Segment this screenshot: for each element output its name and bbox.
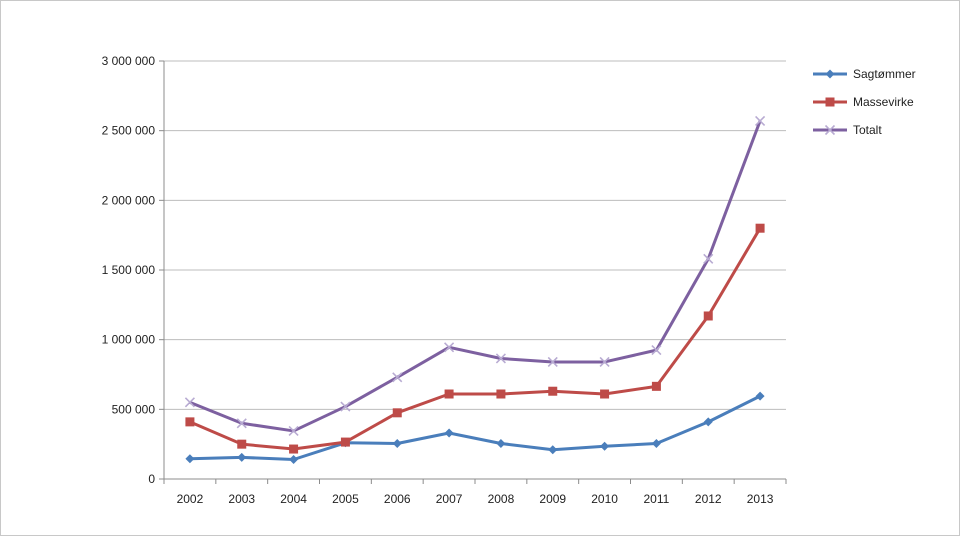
data-point (340, 401, 351, 412)
series-line (189, 120, 762, 433)
data-point (237, 452, 247, 462)
y-tick-label: 2 500 000 (102, 124, 156, 138)
series-lines (184, 115, 766, 464)
y-tick-label: 2 000 000 (102, 193, 156, 207)
data-point (547, 356, 558, 368)
data-point (600, 389, 610, 399)
y-tick-label: 500 000 (112, 402, 156, 416)
data-point (340, 437, 350, 447)
x-tick-label: 2007 (436, 492, 463, 506)
x-tick-label: 2006 (384, 492, 411, 506)
y-tick-label: 1 000 000 (102, 333, 156, 347)
data-point (185, 417, 195, 427)
series-sagtømmer (185, 391, 765, 464)
data-point (651, 345, 662, 356)
data-point (289, 454, 299, 464)
x-tick-label: 2005 (332, 492, 359, 506)
legend-label: Massevirke (853, 95, 914, 109)
legend-marker (825, 69, 835, 79)
data-point (289, 444, 299, 454)
legend-marker (824, 124, 836, 136)
data-point (392, 438, 402, 448)
data-point (444, 389, 454, 399)
legend-entry: Sagtømmer (813, 67, 916, 81)
legend: Sagtømmer Massevirke Totalt (813, 67, 916, 137)
series-line (189, 227, 762, 451)
data-point (548, 386, 558, 396)
x-tick-label: 2012 (695, 492, 722, 506)
legend-entry: Massevirke (813, 95, 914, 109)
y-tick-label: 0 (148, 472, 155, 486)
legend-entry: Totalt (813, 123, 882, 137)
x-tick-label: 2011 (644, 492, 670, 506)
y-tick-label: 3 000 000 (102, 54, 156, 68)
data-point (392, 408, 402, 418)
y-tick-label: 1 500 000 (102, 263, 156, 277)
data-point (236, 418, 247, 429)
data-point (444, 428, 454, 438)
x-tick-label: 2004 (280, 492, 307, 506)
data-point (651, 438, 661, 448)
series-line (189, 394, 761, 461)
x-tick-label: 2013 (747, 492, 774, 506)
data-point (703, 417, 713, 427)
axes: 0 500 000 1 000 000 1 500 000 2 000 000 2 500… (102, 54, 787, 506)
data-point (755, 115, 766, 126)
data-point (703, 311, 713, 321)
data-point (184, 397, 195, 408)
data-point (548, 445, 558, 455)
gridlines (164, 60, 786, 410)
legend-label: Sagtømmer (853, 67, 916, 81)
data-point (392, 372, 403, 383)
series-totalt (184, 115, 766, 436)
data-point (496, 389, 506, 399)
data-point (496, 438, 506, 448)
data-point (288, 425, 299, 436)
legend-marker (825, 97, 835, 107)
data-point (599, 356, 610, 368)
x-tick-label: 2009 (539, 492, 566, 506)
data-point (600, 441, 610, 451)
series-massevirke (185, 223, 765, 454)
legend-label: Totalt (853, 123, 882, 137)
data-point (444, 342, 455, 353)
x-tick-label: 2008 (488, 492, 515, 506)
data-point (495, 353, 506, 364)
data-point (237, 439, 247, 449)
data-point (185, 454, 195, 464)
data-point (651, 381, 661, 391)
x-tick-label: 2010 (591, 492, 618, 506)
x-tick-label: 2002 (177, 492, 204, 506)
data-point (755, 223, 765, 233)
data-point (755, 391, 765, 401)
x-tick-label: 2003 (228, 492, 255, 506)
data-point (703, 253, 714, 264)
